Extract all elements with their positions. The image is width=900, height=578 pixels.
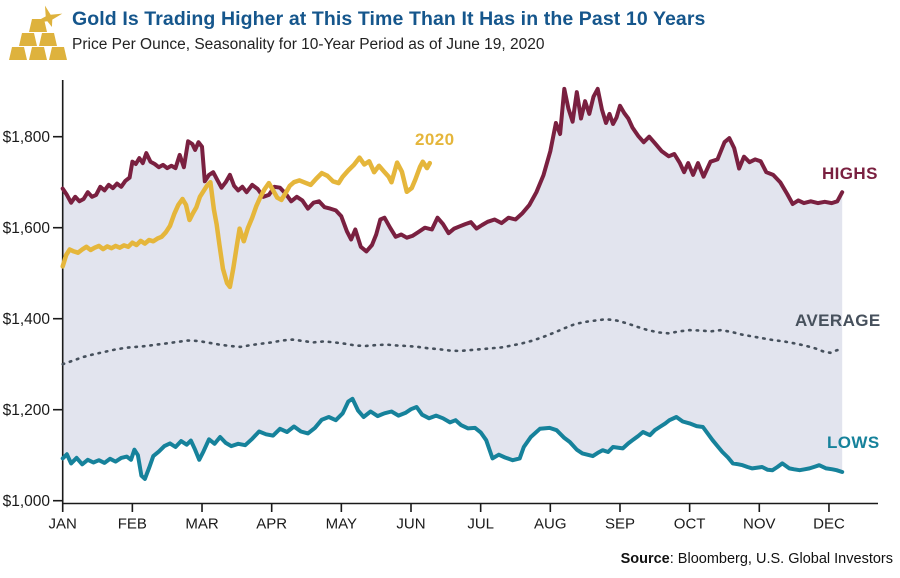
highs-line <box>60 86 845 254</box>
x-axis-label: SEP <box>605 516 635 533</box>
x-axis-label: AUG <box>534 516 567 533</box>
chart-subtitle: Price Per Ounce, Seasonality for 10-Year… <box>72 36 545 53</box>
average-line <box>61 317 844 366</box>
y-axis-label: $1,000 <box>3 493 51 510</box>
gold-bar <box>49 47 67 60</box>
x-axis-label: JAN <box>49 516 77 533</box>
highs-lows-band <box>62 88 843 479</box>
x-axis-label: MAR <box>185 516 219 533</box>
average-series-label: AVERAGE <box>795 311 881 330</box>
x-axis-label: JUN <box>396 516 425 533</box>
x-axis-label: NOV <box>743 516 776 533</box>
x-axis-label: OCT <box>674 516 706 533</box>
lows-series-label: LOWS <box>827 433 880 452</box>
x-axis-label: MAY <box>326 516 357 533</box>
x-axis-label: FEB <box>118 516 147 533</box>
source-text: : Bloomberg, U.S. Global Investors <box>669 551 893 567</box>
x-axis-label: JUL <box>467 516 494 533</box>
source-label: Source <box>620 551 670 567</box>
lows-line <box>60 396 845 481</box>
gold-bar <box>29 19 47 32</box>
x-axis-label: APR <box>256 516 287 533</box>
gold-bars-icon <box>9 5 67 60</box>
gold-bar <box>9 47 27 60</box>
gold-bar <box>29 47 47 60</box>
highs-series-label: HIGHS <box>822 164 878 183</box>
y-axis-label: $1,800 <box>3 129 51 146</box>
y-axis-label: $1,400 <box>3 311 51 328</box>
source-line: Source: Bloomberg, U.S. Global Investors <box>621 551 893 567</box>
sparkle-icon <box>33 5 63 28</box>
chart-title: Gold Is Trading Higher at This Time Than… <box>72 8 706 30</box>
gold-bar <box>19 33 37 46</box>
chart-header: Gold Is Trading Higher at This Time Than… <box>0 0 900 70</box>
y-axis-label: $1,200 <box>3 402 51 419</box>
series-label-2020: 2020 <box>415 130 455 149</box>
y-axis-label: $1,600 <box>3 220 51 237</box>
x-axis-label: DEC <box>813 516 845 533</box>
2020-line <box>60 155 433 290</box>
gold-bar <box>39 33 57 46</box>
